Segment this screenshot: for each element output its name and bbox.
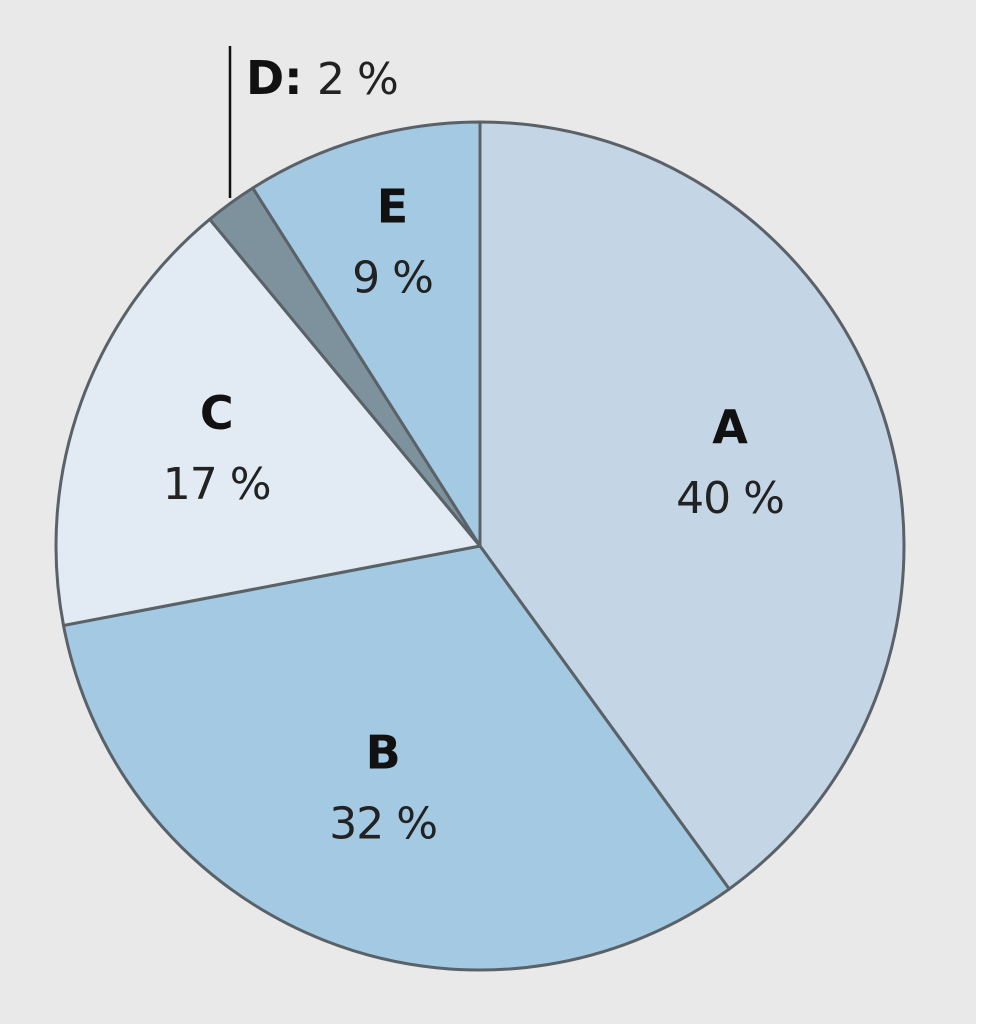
slice-d-callout-label: D: 2 % <box>246 51 398 105</box>
page-margin <box>976 0 990 1024</box>
slice-d-name: D: <box>246 51 303 105</box>
slice-d-value: 2 % <box>317 54 398 105</box>
pie-slice-e <box>251 120 482 548</box>
slice-e-value: 9 % <box>352 253 433 304</box>
pie-slices <box>54 120 906 972</box>
pie-labels: A 40 % B 32 % C 17 % E 9 % <box>163 180 785 850</box>
slice-a-name: A <box>712 400 748 454</box>
pie-slice-a <box>478 120 906 891</box>
slice-c-value: 17 % <box>163 459 271 510</box>
slice-c-name: C <box>200 386 234 440</box>
slice-a-value: 40 % <box>676 473 784 524</box>
pie-slice-c <box>54 217 482 627</box>
slice-e-name: E <box>377 180 408 234</box>
slice-b-value: 32 % <box>329 798 437 849</box>
slice-b-name: B <box>366 725 401 779</box>
pie-slice-b <box>62 544 731 972</box>
